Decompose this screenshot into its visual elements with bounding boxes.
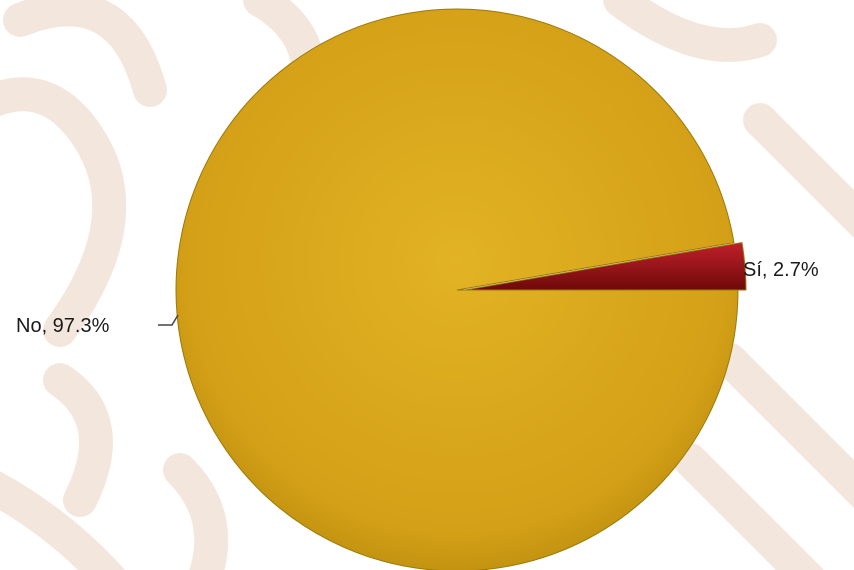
pie-slice-no — [175, 8, 739, 570]
watermark-swirl — [163, 453, 229, 570]
watermark-swirl — [0, 77, 127, 347]
data-label-no: No, 97.3% — [16, 315, 110, 337]
leader-line-no — [158, 314, 179, 326]
watermark-stripe — [743, 103, 854, 239]
pie-slice-si — [464, 241, 747, 291]
pie-labels: Sí, 2.7% No, 97.3% — [16, 259, 819, 337]
pie-slices — [175, 8, 747, 570]
watermark-stripe — [673, 443, 825, 570]
data-label-si: Sí, 2.7% — [743, 259, 819, 281]
watermark-swirl — [43, 363, 113, 517]
watermark-swirl — [3, 0, 167, 107]
watermark-swirl — [603, 0, 777, 62]
watermark-stripe — [713, 343, 854, 509]
watermark-swirl — [0, 471, 126, 570]
